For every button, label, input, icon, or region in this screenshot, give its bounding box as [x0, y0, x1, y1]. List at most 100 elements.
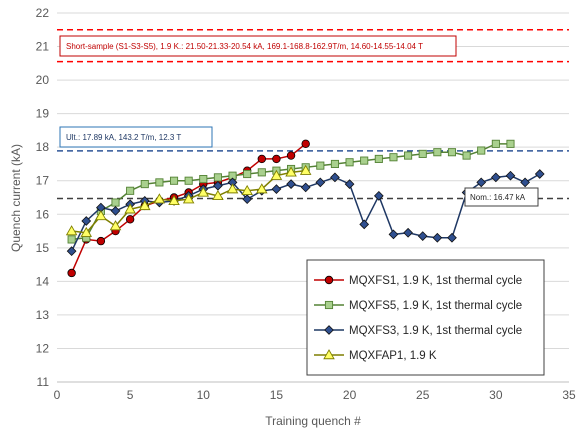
annotations: Short-sample (S1-S3-S5), 1.9 K.: 21.50-2… [59, 35, 539, 207]
data-point [96, 236, 106, 246]
data-point [389, 153, 398, 162]
data-point [360, 156, 369, 165]
x-tick-label: 10 [197, 388, 211, 402]
data-point [169, 176, 179, 185]
data-point [300, 182, 311, 193]
data-point [140, 180, 149, 189]
data-point [491, 139, 500, 148]
data-point [80, 226, 93, 237]
x-tick-label: 0 [54, 388, 61, 402]
x-tick-label: 15 [270, 388, 284, 402]
data-point [447, 148, 457, 157]
nominal-annotation-box [464, 187, 539, 207]
data-point [197, 186, 210, 197]
data-point [271, 184, 282, 194]
legend-box [306, 259, 545, 376]
data-point [272, 154, 281, 164]
y-tick-label: 17 [36, 174, 50, 188]
legend-label: MQXFS3, 1.9 K, 1st thermal cycle [349, 325, 522, 337]
x-tick-label: 30 [489, 388, 503, 402]
data-point [256, 183, 268, 194]
data-point [417, 231, 428, 241]
data-point [477, 146, 486, 155]
y-tick-labels: 11 12 13 14 15 16 17 18 19 20 21 22 [36, 6, 50, 389]
data-point [242, 194, 253, 205]
y-axis-title: Quench current (kA) [9, 144, 23, 252]
nominal-annotation: Nom.: 16.47 kA [470, 193, 526, 202]
legend: MQXFS1, 1.9 K, 1st thermal cycle MQXFS5, … [306, 259, 545, 376]
data-point [226, 183, 239, 194]
data-point [359, 219, 370, 230]
legend-label: MQXFS5, 1.9 K, 1st thermal cycle [349, 300, 522, 312]
data-point [476, 177, 487, 188]
data-point [125, 215, 135, 224]
y-tick-label: 16 [36, 207, 50, 221]
data-point [110, 206, 121, 216]
data-point [418, 149, 427, 158]
data-point [212, 189, 224, 201]
data-point [243, 169, 252, 179]
series-layer [65, 139, 545, 278]
y-tick-label: 12 [36, 341, 50, 355]
y-tick-label: 15 [36, 241, 50, 255]
data-point [286, 179, 296, 189]
legend-swatch-marker [323, 349, 335, 360]
data-point [285, 166, 297, 177]
y-tick-label: 22 [36, 6, 50, 20]
data-point [138, 199, 151, 211]
data-point [315, 177, 326, 188]
x-tick-label: 35 [562, 388, 576, 402]
short-sample-annotation: Short-sample (S1-S3-S5), 1.9 K.: 21.50-2… [66, 42, 423, 51]
series-3 [65, 164, 312, 237]
y-tick-label: 18 [36, 140, 50, 154]
data-point [345, 158, 354, 167]
data-point [506, 139, 515, 148]
data-point [374, 154, 383, 163]
x-axis-title: Training quench # [265, 414, 361, 428]
data-point [299, 164, 312, 175]
data-point [534, 169, 545, 179]
data-point [270, 169, 283, 180]
data-point [199, 174, 208, 184]
data-point [213, 173, 222, 182]
data-point [168, 194, 180, 206]
data-point [330, 172, 340, 183]
data-point [403, 227, 413, 238]
legend-label: MQXFS1, 1.9 K, 1st thermal cycle [349, 275, 522, 287]
data-point [67, 235, 76, 244]
data-point [257, 168, 266, 177]
data-point [67, 268, 76, 278]
y-tick-label: 20 [36, 73, 50, 87]
data-point [373, 190, 384, 201]
legend-swatch-marker [324, 300, 334, 310]
data-point [432, 232, 443, 243]
data-point [109, 220, 122, 231]
data-point [286, 151, 296, 160]
data-point [433, 148, 442, 157]
data-point [505, 170, 516, 181]
y-tick-label: 11 [37, 375, 50, 389]
data-point [126, 186, 135, 195]
x-tick-label: 5 [127, 388, 134, 402]
data-point [95, 210, 107, 221]
x-tick-label: 25 [416, 388, 430, 402]
data-point [241, 184, 253, 195]
data-point [330, 159, 339, 169]
data-point [65, 225, 78, 236]
data-point [447, 232, 457, 243]
data-point [153, 193, 166, 204]
data-point [184, 176, 193, 185]
legend-swatch-marker [324, 325, 334, 335]
data-point [111, 198, 120, 207]
data-point [316, 161, 325, 170]
y-tick-label: 13 [36, 308, 50, 322]
data-point [155, 178, 164, 187]
ultimate-annotation-box [59, 126, 213, 148]
data-point [490, 172, 501, 183]
y-tick-label: 21 [36, 40, 50, 54]
ultimate-annotation: Ult.: 17.89 kA, 143.2 T/m, 12.3 T [66, 133, 181, 142]
legend-label: MQXFAP1, 1.9 K [349, 350, 437, 362]
data-point [388, 229, 399, 240]
data-point [520, 177, 530, 188]
